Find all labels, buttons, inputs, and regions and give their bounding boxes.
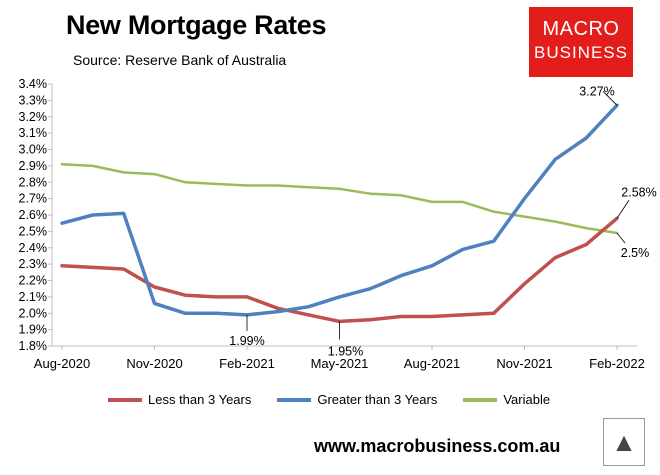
chart-subtitle: Source: Reserve Bank of Australia [73,52,287,68]
macrobusiness-logo: MACRO BUSINESS [529,7,633,77]
annotation-leader-line [616,200,630,219]
y-tick-label: 2.3% [19,257,48,271]
series-line-variable [60,162,619,235]
y-tick-label: 1.9% [19,323,48,337]
y-tick-label: 2.7% [19,192,48,206]
series-line-less-than-3-years [60,216,619,324]
annotation-leader-line [602,91,618,106]
annotation-label: 3.27% [579,84,614,98]
y-tick-label: 2.4% [19,241,48,255]
legend-swatch [463,397,498,402]
y-tick-label: 2.0% [19,306,48,320]
legend-label: Less than 3 Years [148,392,252,407]
y-tick-label: 2.8% [19,175,48,189]
logo-line-1: MACRO [542,18,620,40]
chart-legend: Less than 3 Years Greater than 3 Years Var… [108,392,576,407]
footer-url: www.macrobusiness.com.au [314,436,561,456]
annotation-leader-line [616,232,626,244]
legend-item: Less than 3 Years [108,392,251,407]
y-tick-label: 3.4% [19,77,48,91]
legend-swatch [277,397,312,402]
y-tick-label: 3.0% [19,143,48,157]
y-tick-label: 2.2% [19,274,48,288]
chart-title: New Mortgage Rates [66,10,327,40]
y-tick-label: 2.9% [19,159,48,173]
logo-line-2: BUSINESS [534,43,628,62]
legend-label: Variable [503,392,551,407]
legend-item: Greater than 3 Years [277,392,437,407]
annotation-label: 1.99% [229,334,264,348]
series-line-greater-than-3-years [60,103,619,317]
x-tick-label: Aug-2020 [34,356,90,371]
y-tick-label: 1.8% [19,339,48,353]
x-tick-label: Feb-2022 [589,356,645,371]
x-tick-label: Feb-2021 [219,356,275,371]
x-tick-label: Aug-2021 [404,356,460,371]
y-tick-label: 3.1% [19,126,48,140]
x-tick-label: Nov-2021 [496,356,552,371]
legend-item: Variable [463,392,550,407]
annotation-label: 2.5% [621,246,650,260]
y-tick-label: 3.3% [19,93,48,107]
y-tick-label: 2.5% [19,224,48,238]
legend-swatch [108,397,142,402]
y-tick-label: 3.2% [19,110,48,124]
annotation-label: 2.58% [621,185,656,199]
annotation-label: 1.95% [328,344,363,358]
y-tick-label: 2.1% [19,290,48,304]
line-chart: 1.8% 1.9% 2.0% 2.1% 2.2% 2.3% 2.4% 2.5% 2.6% 2.7%… [19,77,657,371]
y-tick-label: 2.6% [19,208,48,222]
x-tick-label: May-2021 [311,356,369,371]
x-tick-label: Nov-2020 [126,356,182,371]
legend-label: Greater than 3 Years [317,392,438,407]
wolf-head-icon: ▲ [603,418,645,466]
